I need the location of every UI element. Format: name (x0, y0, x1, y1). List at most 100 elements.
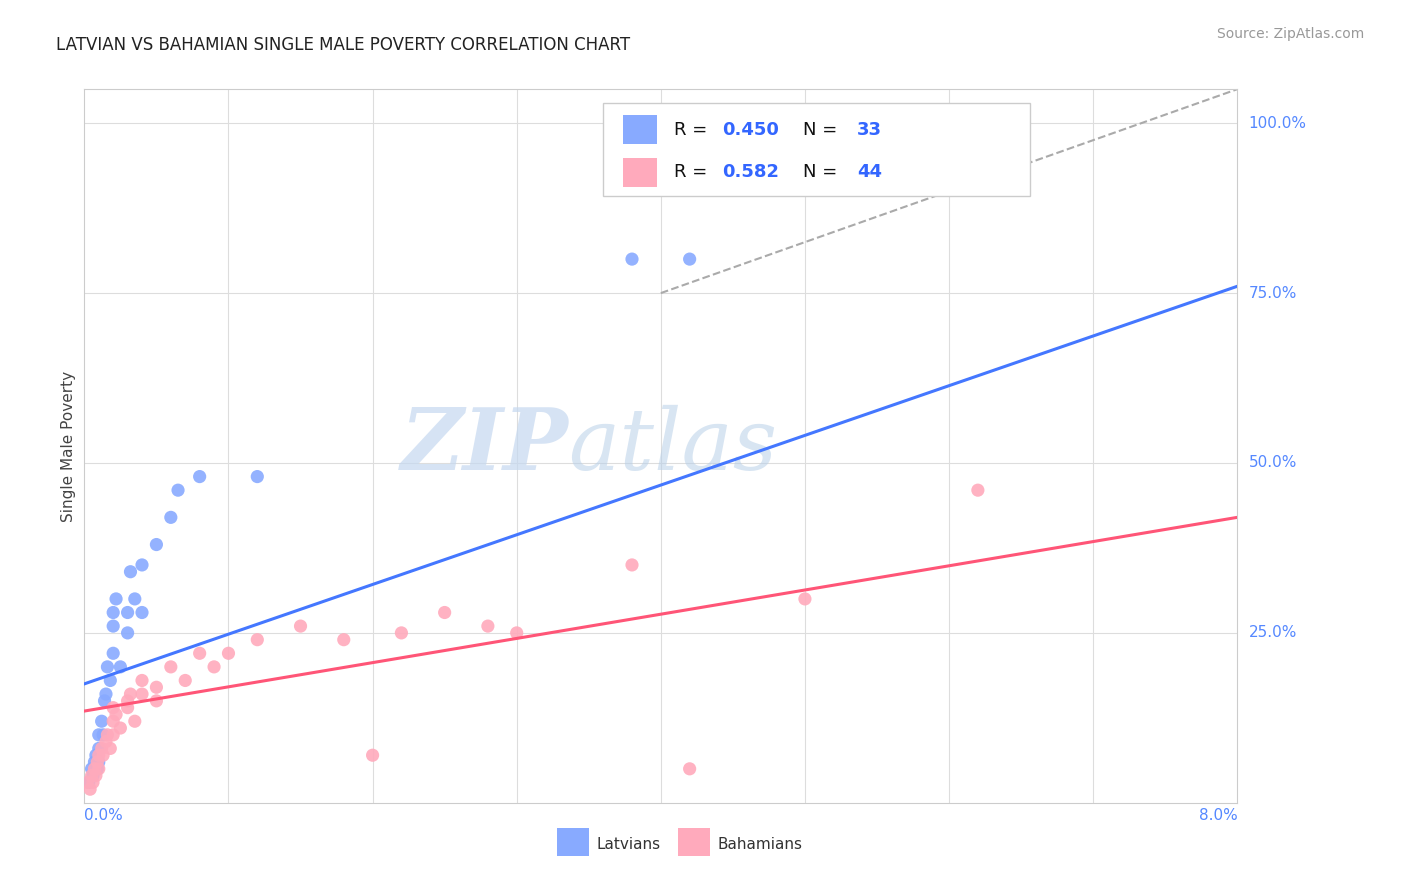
FancyBboxPatch shape (623, 115, 658, 144)
Text: N =: N = (803, 120, 842, 138)
Text: 33: 33 (856, 120, 882, 138)
Point (94, 687, 117, 701)
Point (117, 700, 139, 714)
Point (361, 748, 384, 763)
Text: 75.0%: 75.0% (1249, 285, 1298, 301)
Point (131, 606, 153, 620)
Point (93, 694, 115, 708)
Point (110, 660, 132, 674)
Point (145, 680, 167, 694)
Point (83, 755, 105, 769)
Point (188, 646, 211, 660)
Point (103, 728, 124, 742)
Point (174, 673, 197, 688)
Point (120, 687, 142, 701)
Point (188, 469, 211, 483)
Point (391, 626, 413, 640)
Text: 8.0%: 8.0% (1198, 808, 1237, 823)
Point (105, 591, 128, 606)
Point (621, 252, 644, 266)
Point (77, 775, 100, 789)
Text: ZIP: ZIP (401, 404, 568, 488)
Point (103, 714, 124, 729)
Point (120, 565, 142, 579)
FancyBboxPatch shape (623, 158, 658, 186)
Point (98, 741, 121, 756)
Point (90, 741, 112, 756)
Point (91, 748, 114, 763)
Y-axis label: Single Male Poverty: Single Male Poverty (60, 370, 76, 522)
Point (87, 748, 110, 763)
Point (84, 748, 107, 763)
Point (202, 660, 225, 674)
Point (84, 769, 107, 783)
Point (621, 558, 644, 572)
FancyBboxPatch shape (678, 828, 710, 856)
Point (333, 632, 356, 647)
Point (79, 782, 101, 797)
FancyBboxPatch shape (557, 828, 589, 856)
Point (86, 762, 108, 776)
Point (218, 646, 240, 660)
Point (87, 728, 110, 742)
Point (160, 660, 183, 674)
Point (679, 762, 702, 776)
Point (433, 606, 456, 620)
Point (82, 775, 104, 789)
Text: 0.450: 0.450 (721, 120, 779, 138)
Point (96, 660, 118, 674)
Text: R =: R = (673, 120, 713, 138)
Text: 44: 44 (856, 163, 882, 181)
FancyBboxPatch shape (603, 103, 1029, 196)
Point (76, 775, 98, 789)
Point (477, 619, 499, 633)
Point (82, 769, 104, 783)
Text: 100.0%: 100.0% (1249, 116, 1306, 131)
Text: Latvians: Latvians (596, 837, 661, 852)
Point (794, 591, 817, 606)
Point (290, 619, 312, 633)
Point (160, 510, 183, 524)
Point (124, 591, 146, 606)
Point (131, 558, 153, 572)
Point (103, 646, 124, 660)
Point (87, 762, 110, 776)
Point (87, 741, 110, 756)
Point (103, 606, 124, 620)
Point (103, 619, 124, 633)
Point (506, 626, 529, 640)
Point (110, 721, 132, 735)
Point (94, 734, 117, 748)
Text: Bahamians: Bahamians (717, 837, 803, 852)
Text: N =: N = (803, 163, 842, 181)
Point (90, 714, 112, 729)
Point (246, 632, 269, 647)
Text: Source: ZipAtlas.com: Source: ZipAtlas.com (1216, 27, 1364, 41)
Point (117, 694, 139, 708)
Point (131, 687, 153, 701)
Point (117, 606, 139, 620)
Text: 0.0%: 0.0% (84, 808, 124, 823)
Text: LATVIAN VS BAHAMIAN SINGLE MALE POVERTY CORRELATION CHART: LATVIAN VS BAHAMIAN SINGLE MALE POVERTY … (56, 36, 630, 54)
Text: R =: R = (673, 163, 713, 181)
Text: 50.0%: 50.0% (1249, 456, 1298, 470)
Point (83, 762, 105, 776)
Point (80, 762, 103, 776)
Point (86, 755, 108, 769)
Point (124, 714, 146, 729)
Point (131, 673, 153, 688)
Point (103, 700, 124, 714)
Point (167, 483, 190, 498)
Point (80, 769, 103, 783)
Point (679, 252, 702, 266)
Text: atlas: atlas (568, 405, 778, 487)
Point (98, 673, 121, 688)
Text: 25.0%: 25.0% (1249, 625, 1298, 640)
Point (105, 707, 128, 722)
Point (96, 728, 118, 742)
Point (145, 537, 167, 551)
Point (246, 469, 269, 483)
Point (117, 626, 139, 640)
Text: 0.582: 0.582 (721, 163, 779, 181)
Point (967, 483, 990, 498)
